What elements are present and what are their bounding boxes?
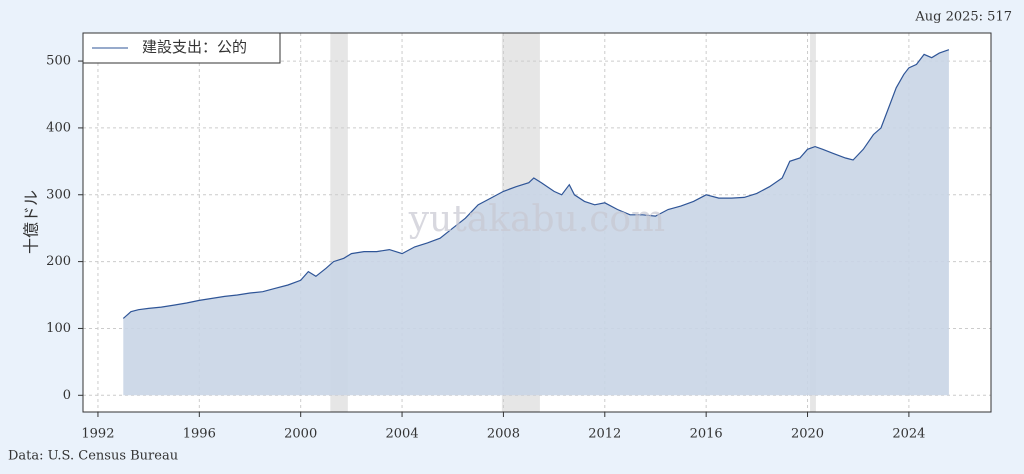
source: Data: U.S. Census Bureau [8,449,178,464]
plot-frame [82,32,992,413]
x-tick-label: 2012 [588,427,621,442]
annotation: Aug 2025: 517 [914,10,1012,25]
x-tick-label: 2016 [690,427,723,442]
x-tick-label: 2000 [284,427,317,442]
y-tick-label: 400 [46,120,71,135]
x-tick-label: 2024 [892,427,925,442]
line [122,49,950,319]
y-tick-label: 300 [46,187,71,202]
y-tick-label: 0 [63,388,71,403]
y-tick-label: 100 [46,321,71,336]
area [123,49,949,396]
y-tick-label: 200 [46,254,71,269]
x-tick-label: 1992 [81,427,114,442]
legend-label: 建設支出：公的 [142,38,247,56]
x-tick-label: 2008 [487,427,520,442]
y-axis-label: 十億ドル [22,190,41,254]
x-tick-label: 2004 [386,427,419,442]
y-tick-label: 500 [46,54,71,69]
watermark: yutakabu.com [408,199,665,240]
plot-layer [83,33,991,412]
x-tick-label: 2020 [791,427,824,442]
x-tick-label: 1996 [183,427,216,442]
